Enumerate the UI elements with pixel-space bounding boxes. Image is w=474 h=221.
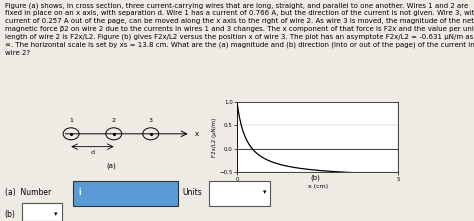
- Text: ▾: ▾: [54, 211, 58, 217]
- FancyBboxPatch shape: [73, 181, 178, 206]
- Text: x: x: [195, 131, 199, 137]
- Text: (a): (a): [106, 162, 116, 169]
- FancyBboxPatch shape: [22, 203, 62, 221]
- Text: i: i: [78, 188, 81, 197]
- Text: 3: 3: [149, 118, 153, 123]
- X-axis label: x (cm): x (cm): [308, 184, 328, 189]
- Text: 1: 1: [69, 118, 73, 123]
- Y-axis label: F2x/L2 (μN/m): F2x/L2 (μN/m): [212, 117, 217, 157]
- Text: (b): (b): [5, 210, 16, 219]
- Text: Figure (a) shows, in cross section, three current-carrying wires that are long, : Figure (a) shows, in cross section, thre…: [5, 2, 474, 56]
- Text: 2: 2: [112, 118, 116, 123]
- Text: Units: Units: [182, 188, 202, 197]
- Text: ▾: ▾: [263, 189, 266, 195]
- Text: (a)  Number: (a) Number: [5, 188, 51, 197]
- Text: (b): (b): [310, 174, 320, 181]
- Text: d: d: [91, 150, 94, 155]
- FancyBboxPatch shape: [209, 181, 270, 206]
